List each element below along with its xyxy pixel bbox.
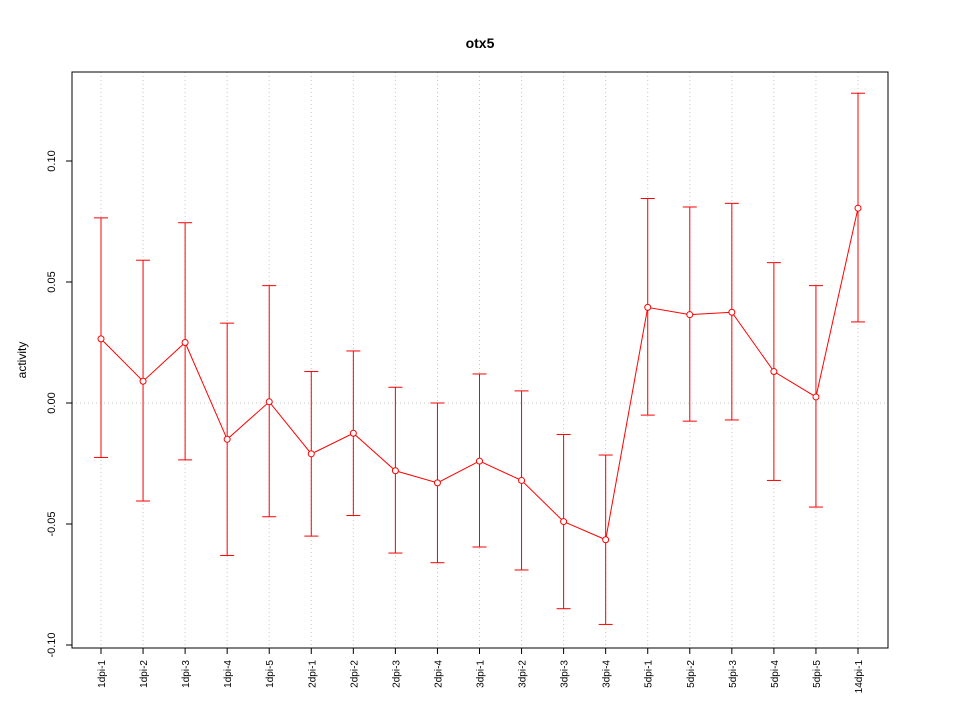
data-point [686,311,694,319]
data-point [644,303,652,311]
data-point [349,429,357,437]
y-tick-label: -0.05 [46,511,58,536]
data-point [223,435,231,443]
axes: -0.10 -0.05 0.00 0.05 0.10 1dpi-1 1dpi-2 1dpi-3… [46,150,865,693]
data-point [181,339,189,346]
data-point [476,457,483,465]
data-point [602,536,610,544]
data-point [854,204,862,212]
data-point [97,335,105,343]
data-point [728,308,736,316]
x-tick-label: 2dpi-2 [349,660,360,688]
x-tick-label: 3dpi-1 [476,660,487,688]
x-tick-label: 5dpi-3 [728,660,739,688]
y-tick-label: 0.10 [46,150,58,171]
x-tick-label: 2dpi-4 [433,660,444,688]
x-tick-label: 1dpi-1 [97,660,108,688]
y-axis-label: activity [15,342,29,379]
x-tick-label: 3dpi-3 [560,660,571,688]
x-tick-label: 3dpi-2 [518,660,529,688]
y-tick-label: 0.00 [46,392,58,413]
data-point [265,398,273,406]
y-tick-label: -0.10 [46,632,58,657]
x-tick-label: 5dpi-4 [770,660,781,688]
data-point [391,467,399,475]
chart-title: otx5 [466,35,495,51]
data-marks [94,92,865,625]
x-tick-label: 5dpi-2 [686,660,697,688]
y-tick-label: 0.05 [46,271,58,292]
x-tick-label: 2dpi-3 [391,660,402,688]
x-tick-label: 5dpi-1 [644,660,655,688]
plot-frame [71,71,889,649]
data-point [560,518,568,526]
x-tick-label: 1dpi-3 [181,660,192,688]
data-point [518,476,526,484]
x-tick-label: 1dpi-4 [223,660,234,688]
data-point [433,479,441,487]
x-tick-label: 2dpi-1 [307,660,318,688]
data-point [139,377,147,385]
data-point [812,393,820,401]
data-point [307,450,315,458]
data-point [770,368,778,376]
x-tick-label: 14dpi-1 [854,660,865,694]
x-tick-label: 5dpi-5 [812,660,823,688]
x-tick-label: 3dpi-4 [602,660,613,688]
x-tick-label: 1dpi-5 [265,660,276,688]
x-tick-label: 1dpi-2 [139,660,150,688]
